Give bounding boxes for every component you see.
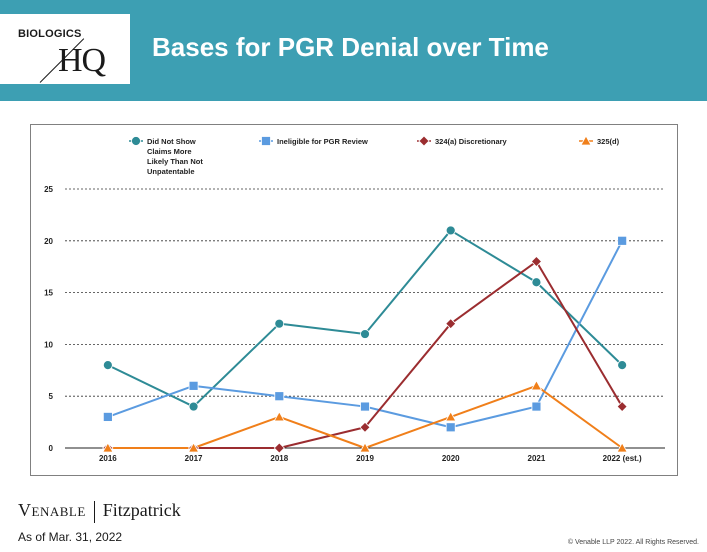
legend-label: Claims More (147, 147, 192, 156)
as-of-date: As of Mar. 31, 2022 (18, 530, 123, 544)
legend-label: 324(a) Discretionary (435, 137, 508, 146)
y-tick-label: 25 (44, 185, 53, 194)
data-point-circle (617, 360, 628, 371)
x-tick-label: 2016 (99, 454, 117, 463)
x-tick-label: 2022 (est.) (603, 454, 642, 463)
venable-fitzpatrick-logo: Venable Fitzpatrick (18, 500, 181, 523)
data-point-triangle (273, 411, 285, 422)
data-point-triangle (102, 442, 114, 453)
data-point-diamond (616, 400, 628, 413)
page-title: Bases for PGR Denial over Time (152, 32, 549, 62)
y-tick-label: 5 (49, 392, 54, 401)
y-tick-label: 10 (44, 340, 53, 349)
y-tick-label: 15 (44, 289, 53, 298)
x-tick-label: 2018 (270, 454, 288, 463)
x-tick-label: 2019 (356, 454, 374, 463)
legend-label: Ineligible for PGR Review (277, 137, 368, 146)
legend-label: Likely Than Not (147, 157, 203, 166)
data-point-circle (360, 329, 370, 339)
data-point-circle (445, 225, 456, 236)
legend-swatch-marker (261, 136, 271, 146)
chart-frame: 0 5 10 15 20 25 2016 2017 2018 2019 2020 2021 2022 (… (30, 124, 678, 476)
line-chart: 0 5 10 15 20 25 2016 2017 2018 2019 2020 2021 2022 (… (44, 135, 665, 463)
legend-swatch-marker (580, 135, 592, 146)
legend-swatch-marker (418, 135, 430, 147)
x-tick-label: 2021 (528, 454, 546, 463)
data-point-circle (102, 360, 113, 371)
data-point-square (445, 422, 456, 433)
logo-main-text: HQ (58, 42, 106, 79)
data-point-square (274, 391, 285, 402)
biologics-hq-logo: BIOLOGICS HQ (0, 14, 130, 84)
copyright-notice: © Venable LLP 2022. All Rights Reserved. (567, 539, 699, 546)
data-point-square (188, 380, 199, 391)
data-point-diamond (530, 255, 542, 268)
data-point-circle (274, 318, 285, 329)
data-point-square (102, 412, 113, 422)
x-tick-label: 2020 (442, 454, 460, 463)
legend-label: Unpatentable (147, 167, 195, 176)
legend-label: Did Not Show (147, 137, 196, 146)
y-tick-label: 0 (49, 444, 54, 453)
data-point-circle (188, 401, 199, 412)
data-point-triangle (359, 442, 371, 453)
data-point-square (531, 401, 542, 412)
data-point-diamond (445, 318, 457, 330)
series-line (107, 229, 623, 408)
brand-venable: Venable (18, 500, 86, 520)
data-point-triangle (187, 442, 200, 453)
data-point-triangle (530, 380, 543, 391)
data-point-square (617, 235, 628, 246)
header-banner: BIOLOGICS HQ Bases for PGR Denial over T… (0, 0, 707, 101)
brand-separator (93, 500, 95, 523)
brand-fitzpatrick: Fitzpatrick (102, 500, 181, 520)
series-line (107, 384, 623, 449)
x-tick-label: 2017 (185, 454, 203, 463)
logo-top-text: BIOLOGICS (18, 28, 82, 40)
legend-label: 325(d) (597, 137, 620, 146)
legend-swatch-marker (131, 136, 141, 146)
data-point-circle (531, 277, 542, 288)
data-point-diamond (273, 442, 285, 454)
data-point-square (360, 401, 370, 412)
data-point-triangle (445, 411, 457, 422)
data-point-diamond (359, 421, 371, 433)
y-tick-label: 20 (44, 237, 53, 246)
data-point-triangle (616, 442, 628, 453)
